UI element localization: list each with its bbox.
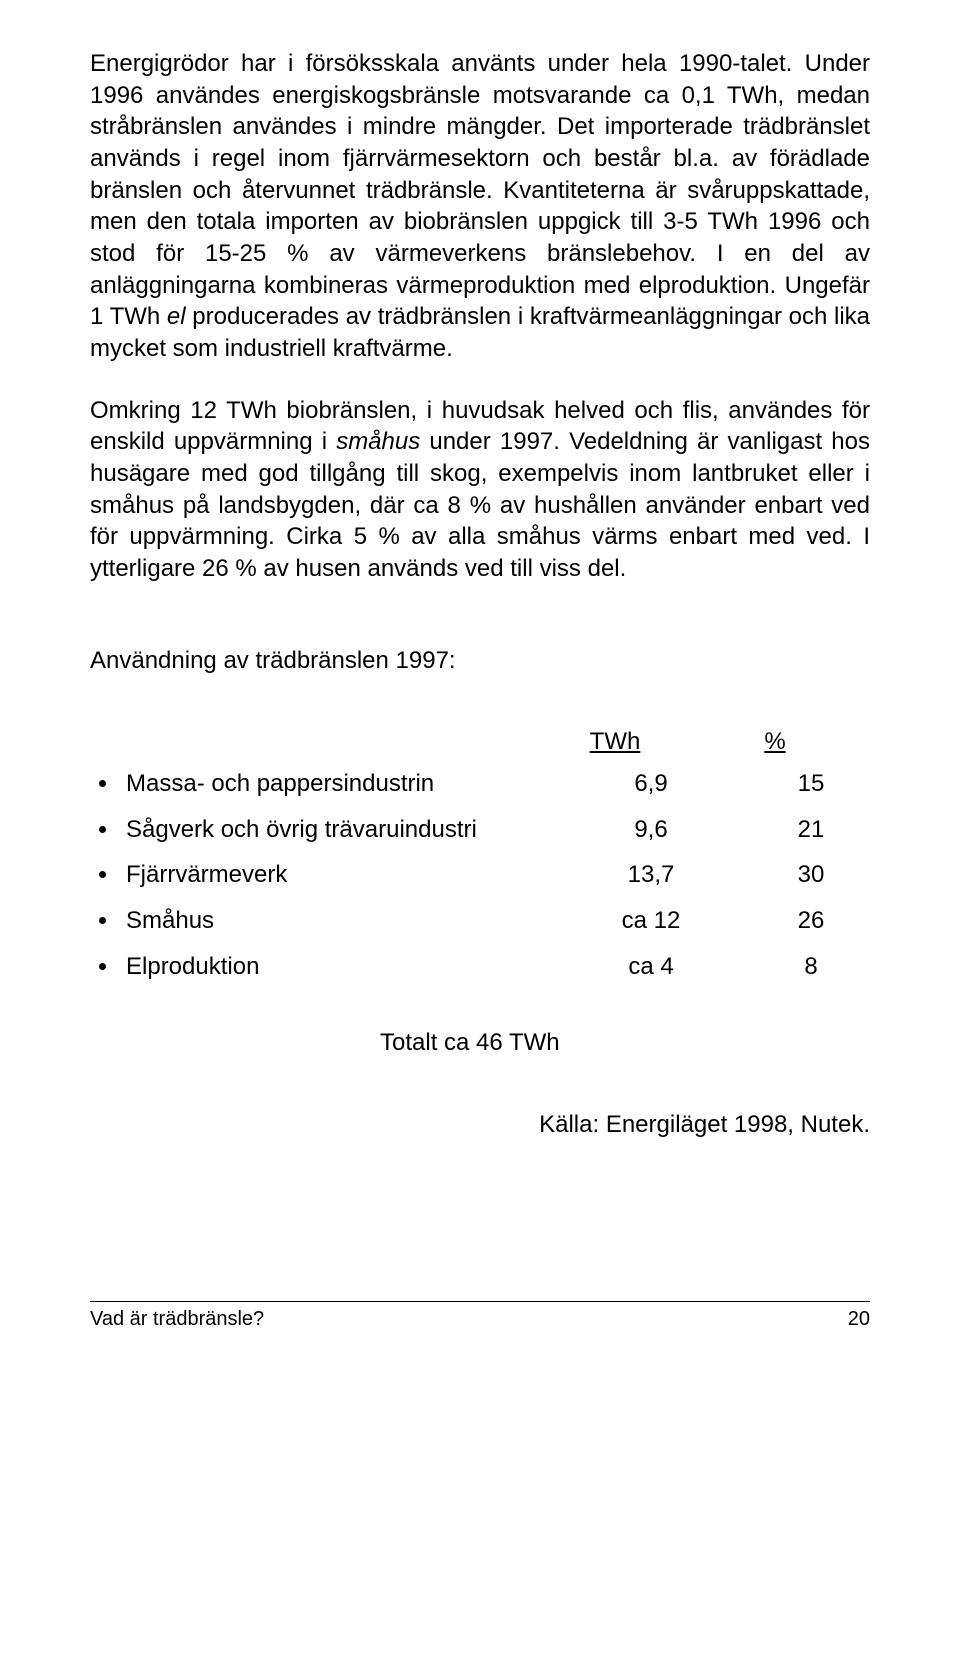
p2-em: småhus (336, 428, 420, 455)
table-rows: Massa- och pappersindustrin 6,9 15 Sågve… (90, 768, 870, 982)
row-label: Elproduktion (126, 951, 556, 983)
row-twh: 6,9 (556, 768, 746, 800)
page-footer: Vad är trädbränsle? 20 (90, 1301, 870, 1332)
paragraph-2: Omkring 12 TWh biobränslen, i huvudsak h… (90, 395, 870, 585)
row-label: Sågverk och övrig trävaruindustri (126, 814, 556, 846)
footer-right: 20 (848, 1306, 870, 1332)
row-label: Fjärrvärmeverk (126, 859, 556, 891)
usage-table: TWh % Massa- och pappersindustrin 6,9 15… (90, 726, 870, 982)
table-row: Elproduktion ca 4 8 (120, 951, 870, 983)
row-twh: ca 12 (556, 905, 746, 937)
total-line: Totalt ca 46 TWh (90, 1027, 870, 1059)
header-twh: TWh (520, 726, 710, 758)
row-twh: ca 4 (556, 951, 746, 983)
row-label: Småhus (126, 905, 556, 937)
table-row: Småhus ca 12 26 (120, 905, 870, 937)
row-pct: 15 (746, 768, 876, 800)
paragraph-1: Energigrödor har i försöksskala använts … (90, 48, 870, 365)
header-spacer (90, 726, 520, 758)
table-row: Fjärrvärmeverk 13,7 30 (120, 859, 870, 891)
row-pct: 21 (746, 814, 876, 846)
p1-text-a: Energigrödor har i försöksskala använts … (90, 50, 870, 330)
section-title: Användning av trädbränslen 1997: (90, 645, 870, 677)
source-line: Källa: Energiläget 1998, Nutek. (90, 1109, 870, 1141)
row-twh: 13,7 (556, 859, 746, 891)
header-pct: % (710, 726, 840, 758)
table-row: Sågverk och övrig trävaruindustri 9,6 21 (120, 814, 870, 846)
row-pct: 26 (746, 905, 876, 937)
p1-em: el (167, 303, 186, 330)
row-label: Massa- och pappersindustrin (126, 768, 556, 800)
row-twh: 9,6 (556, 814, 746, 846)
p1-text-b: producerades av trädbränslen i kraftvärm… (90, 303, 870, 362)
table-row: Massa- och pappersindustrin 6,9 15 (120, 768, 870, 800)
row-pct: 30 (746, 859, 876, 891)
row-pct: 8 (746, 951, 876, 983)
footer-left: Vad är trädbränsle? (90, 1306, 264, 1332)
table-header-row: TWh % (90, 726, 870, 758)
